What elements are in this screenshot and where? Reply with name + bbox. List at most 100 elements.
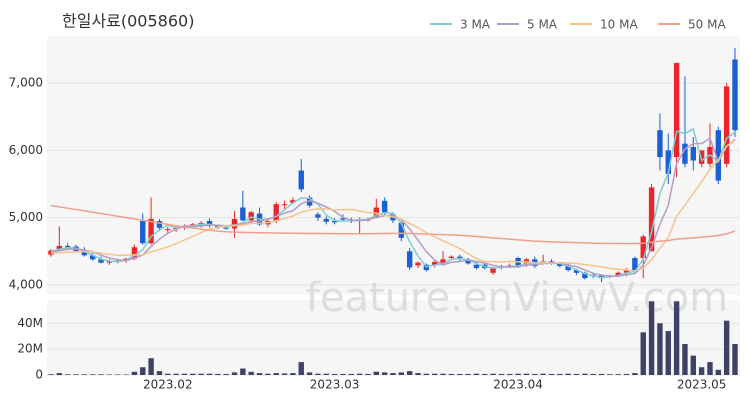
candle-body [323,218,329,222]
volume-bar [682,343,688,375]
volume-bar [698,367,705,375]
volume-bar [640,332,646,375]
volume-bar [98,374,104,375]
volume-bar [64,374,71,375]
candle-body [206,221,213,226]
volume-bar [340,373,346,375]
volume-bar [532,373,538,375]
volume-bar [623,373,630,375]
candle-body [131,247,138,259]
candle-body [340,218,346,220]
volume-bar [507,373,513,375]
x-tick-label: 2023.05 [677,378,727,392]
candle-body [665,150,671,174]
volume-bar [256,373,263,375]
volume-bar [290,373,296,375]
x-tick-label: 2023.02 [143,378,193,392]
x-tick-label: 2023.03 [310,378,360,392]
price-panel [47,36,740,295]
volume-bar [273,373,279,375]
volume-bar [523,373,530,375]
volume-bar [123,374,129,375]
candle-body [698,150,705,164]
volume-bar [432,373,438,375]
candle-body [240,207,246,221]
legend-label: 5 MA [527,18,558,32]
volume-bar [348,373,354,375]
y-tick-label: 6,000 [9,143,43,157]
candle-body [682,143,688,164]
volume-bar [406,371,413,375]
volume-bar [381,372,388,375]
volume-bar [615,374,621,375]
volume-bar [173,373,179,375]
volume-bar [498,373,505,375]
candle-body [306,197,313,206]
volume-bar [223,373,229,375]
candle-body [90,255,96,260]
y-tick-label: 40M [17,316,43,330]
candle-body [465,259,471,264]
volume-bar [281,373,288,375]
candle-body [81,251,88,256]
legend-label: 10 MA [600,18,638,32]
ma-line [50,204,736,245]
volume-bar [440,373,446,375]
volume-bar [240,368,246,375]
candle-body [640,236,646,258]
volume-bar [165,373,171,375]
candle-body [156,221,163,228]
volume-bar [398,372,405,375]
volume-bar [356,373,363,375]
x-tick-label: 2023.04 [493,378,543,392]
volume-bar [198,373,204,375]
volume-bar [315,373,321,375]
volume-bar [565,373,571,375]
volume-bar [306,372,313,375]
candle-body [315,214,321,218]
candle-body [290,200,296,203]
candle-body [632,258,638,272]
volume-bar [390,373,396,375]
volume-bar [632,373,638,375]
legend-label: 50 MA [688,18,726,32]
legend-label: 3 MA [460,18,491,32]
volume-bar [457,373,463,375]
candle-body [732,59,738,131]
volume-bar [81,374,88,375]
y-tick-label: 20M [17,342,43,356]
candle-body [56,245,63,250]
candle-body [106,261,113,263]
volume-bar [423,373,430,375]
candle-body [623,270,630,273]
volume-bar [248,371,254,375]
volume-bar [106,374,113,375]
volume-bar [598,373,605,375]
volume-bar [365,373,371,375]
volume-bar [48,374,54,375]
ma-line [50,137,736,277]
candle-body [673,62,680,158]
volume-bar [206,373,213,375]
y-tick-label: 7,000 [9,76,43,90]
volume-bar [673,301,680,375]
volume-bar [90,374,96,375]
candle-body [657,130,663,158]
candle-body [298,170,304,190]
volume-bar [590,373,596,375]
candle-body [398,223,405,238]
volume-bar [657,323,663,375]
volume-bar [73,374,79,375]
volume-bar [723,320,730,375]
candle-body [381,200,388,213]
candle-body [690,147,696,161]
chart-title: 한일사료(005860) [62,12,194,31]
candle-body [98,259,104,263]
volume-bar [190,373,196,375]
candle-body [448,256,455,258]
candle-body [440,259,446,263]
volume-bar [540,373,546,375]
volume-bar [373,371,380,375]
candle-body [415,262,421,266]
